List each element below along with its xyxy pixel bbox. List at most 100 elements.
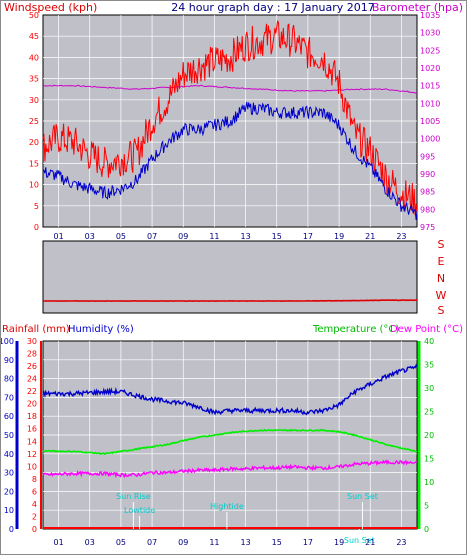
temp-tick-label: 40 — [424, 337, 434, 346]
temp-x-tick-label: 13 — [240, 538, 250, 547]
wind-tick-label: 5 — [34, 202, 39, 211]
wind-tick-label: 40 — [29, 53, 39, 62]
direction-panel — [42, 240, 418, 314]
wind-x-tick-label: 23 — [396, 232, 406, 241]
wind-tick-label: 0 — [34, 223, 39, 232]
humidity-tick-label: 60 — [4, 412, 14, 421]
wind-tick-label: 20 — [29, 138, 39, 147]
wind-x-tick-label: 05 — [116, 232, 126, 241]
wind-average-line — [42, 101, 418, 220]
rain-tick-label: 16 — [27, 425, 37, 434]
rain-tick-label: 26 — [27, 362, 37, 371]
temp-tick-label: 15 — [424, 455, 434, 464]
event-label: Lowtide — [124, 506, 155, 515]
rain-tick-label: 10 — [27, 462, 37, 471]
compass-w: W — [436, 289, 447, 302]
temperature-label: Temperature (°C) — [312, 324, 399, 335]
rain-tick-label: 12 — [27, 450, 37, 459]
humidity-tick-label: 70 — [4, 393, 14, 402]
barometer-tick-label: 1020 — [420, 64, 440, 73]
humidity-tick-label: 80 — [4, 375, 14, 384]
barometer-tick-label: 1025 — [420, 46, 440, 55]
rain-tick-label: 4 — [32, 500, 37, 509]
rain-tick-label: 8 — [32, 475, 37, 484]
wind-x-tick-label: 07 — [147, 232, 157, 241]
wind-x-tick-label: 19 — [334, 232, 344, 241]
temp-x-tick-label: 05 — [116, 538, 126, 547]
wind-series — [42, 20, 418, 220]
barometer-tick-label: 995 — [420, 152, 435, 161]
rain-tick-label: 28 — [27, 350, 37, 359]
barometer-title: Barometer (hpa) — [372, 1, 463, 14]
temp-tick-label: 20 — [424, 431, 434, 440]
barometer-tick-label: 1000 — [420, 135, 440, 144]
temp-tick-label: 30 — [424, 384, 434, 393]
barometer-tick-label: 980 — [420, 205, 435, 214]
wind-axes: 0510152025303540455097598098599099510001… — [29, 11, 441, 241]
barometer-tick-label: 985 — [420, 188, 435, 197]
event-label: Sun Set — [344, 536, 375, 545]
temp-x-tick-label: 03 — [85, 538, 95, 547]
wind-tick-label: 35 — [29, 75, 39, 84]
barometer-tick-label: 1005 — [420, 117, 440, 126]
temp-tick-label: 0 — [424, 525, 429, 534]
temp-x-tick-label: 19 — [334, 538, 344, 547]
temp-tick-label: 25 — [424, 408, 434, 417]
wind-tick-label: 10 — [29, 181, 39, 190]
rain-tick-label: 22 — [27, 387, 37, 396]
wind-tick-label: 50 — [29, 11, 39, 20]
barometer-tick-label: 975 — [420, 223, 435, 232]
rain-tick-label: 2 — [32, 512, 37, 521]
barometer-line — [42, 84, 417, 94]
rain-tick-label: 20 — [27, 400, 37, 409]
wind-tick-label: 25 — [29, 117, 39, 126]
compass-s-top: S — [438, 238, 445, 251]
humidity-tick-label: 40 — [4, 450, 14, 459]
wind-tick-label: 15 — [29, 159, 39, 168]
temp-grid — [43, 341, 417, 529]
barometer-tick-label: 1015 — [420, 82, 440, 91]
compass-n: N — [437, 272, 445, 285]
temp-x-tick-label: 17 — [303, 538, 313, 547]
temp-axes: 0102030405060708090100024681012141618202… — [0, 337, 434, 547]
humidity-line — [42, 363, 418, 416]
rain-tick-label: 14 — [27, 437, 37, 446]
wind-x-tick-label: 01 — [53, 232, 63, 241]
temp-x-tick-label: 09 — [178, 538, 188, 547]
rain-tick-label: 30 — [27, 337, 37, 346]
temp-tick-label: 10 — [424, 478, 434, 487]
rain-tick-label: 24 — [27, 375, 37, 384]
dewpoint-line — [42, 459, 418, 479]
temp-tick-label: 35 — [424, 361, 434, 370]
humidity-tick-label: 30 — [4, 469, 14, 478]
barometer-tick-label: 990 — [420, 170, 435, 179]
windspeed-title: Windspeed (kph) — [4, 1, 97, 14]
wind-x-tick-label: 15 — [272, 232, 282, 241]
temp-x-tick-label: 21 — [365, 538, 375, 547]
temp-x-tick-label: 15 — [272, 538, 282, 547]
event-label: Sun Set — [347, 492, 378, 501]
barometer-tick-label: 1030 — [420, 29, 440, 38]
temp-x-tick-label: 11 — [209, 538, 219, 547]
humidity-tick-label: 20 — [4, 487, 14, 496]
wind-gust-line — [42, 20, 418, 216]
temp-x-tick-label: 01 — [53, 538, 63, 547]
dewpoint-label: Dew Point (°C) — [390, 324, 463, 335]
humidity-label: Humidity (%) — [68, 324, 134, 335]
humidity-tick-label: 50 — [4, 431, 14, 440]
humidity-tick-label: 0 — [9, 525, 14, 534]
wind-x-tick-label: 21 — [365, 232, 375, 241]
rain-tick-label: 6 — [32, 487, 37, 496]
compass-s-bottom: S — [438, 304, 445, 317]
wind-x-tick-label: 17 — [303, 232, 313, 241]
temp-x-tick-label: 23 — [396, 538, 406, 547]
wind-direction-line — [42, 299, 417, 303]
barometer-tick-label: 1035 — [420, 11, 440, 20]
wind-x-tick-label: 09 — [178, 232, 188, 241]
wind-tick-label: 45 — [29, 32, 39, 41]
humidity-tick-label: 90 — [4, 356, 14, 365]
event-label: Hightide — [210, 502, 244, 511]
wind-x-tick-label: 03 — [85, 232, 95, 241]
